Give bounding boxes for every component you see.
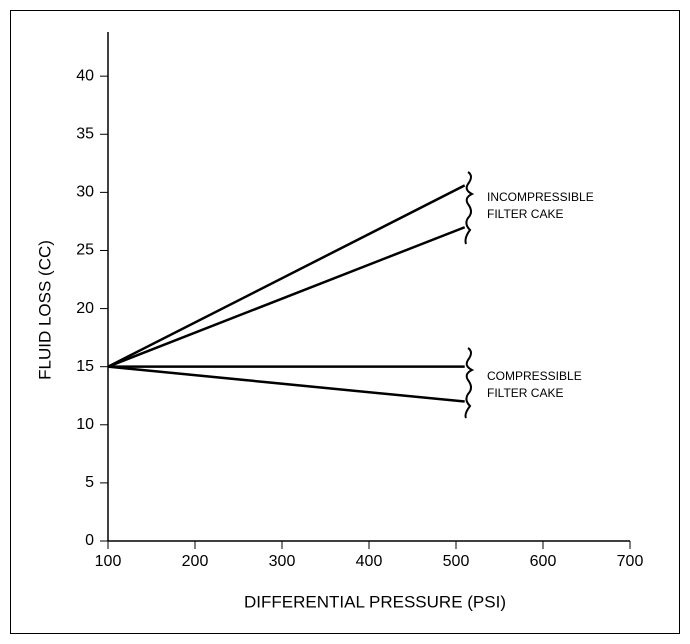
y-tick-label: 20	[76, 300, 94, 317]
x-tick-label: 700	[617, 553, 644, 570]
y-axis-label: FLUID LOSS (CC)	[35, 240, 54, 380]
annotation: FILTER CAKE	[487, 207, 563, 221]
y-tick-label: 15	[76, 358, 94, 375]
brace	[464, 171, 475, 245]
x-tick-label: 600	[530, 553, 557, 570]
y-tick-label: 10	[76, 416, 94, 433]
x-tick-label: 300	[269, 553, 296, 570]
y-tick-label: 30	[76, 184, 94, 201]
line	[107, 365, 465, 403]
x-tick-label: 500	[443, 553, 470, 570]
y-tick-label: 0	[85, 532, 94, 549]
annotation: COMPRESSIBLE	[487, 369, 582, 383]
annotation: FILTER CAKE	[487, 386, 563, 400]
x-tick-label: 400	[356, 553, 383, 570]
x-axis-label: DIFFERENTIAL PRESSURE (PSI)	[244, 592, 506, 611]
y-tick-label: 35	[76, 125, 94, 142]
y-tick-label: 40	[76, 67, 94, 84]
y-tick-label: 25	[76, 242, 94, 259]
x-tick-label: 100	[95, 553, 122, 570]
annotation: INCOMPRESSIBLE	[487, 190, 594, 204]
line	[107, 226, 466, 368]
frame	[10, 10, 680, 634]
y-tick-label: 5	[85, 474, 94, 491]
line	[107, 184, 466, 368]
x-tick-label: 200	[182, 553, 209, 570]
brace	[464, 347, 475, 419]
